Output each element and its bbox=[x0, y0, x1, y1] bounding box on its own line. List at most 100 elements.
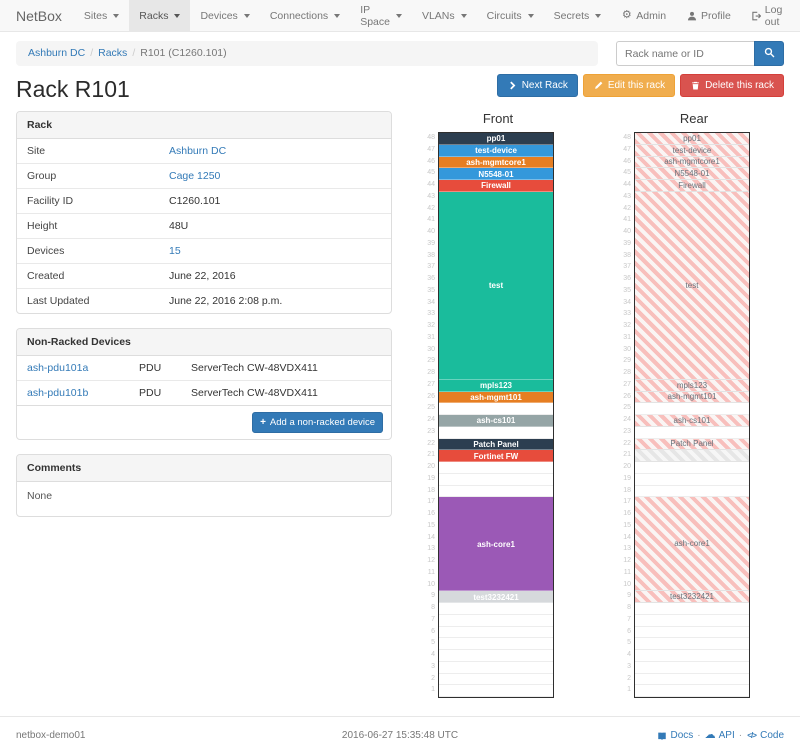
breadcrumb-link[interactable]: Racks bbox=[98, 47, 128, 59]
attr-value: June 22, 2016 bbox=[169, 270, 236, 282]
rack-slot-ash-cs101[interactable]: ash-cs101 bbox=[635, 415, 749, 427]
unit-number: 12 bbox=[427, 557, 435, 564]
rack-slot-Firewall[interactable]: Firewall bbox=[635, 180, 749, 192]
unit-number: 10 bbox=[623, 580, 631, 588]
rack-slot-test3232421[interactable]: test3232421 bbox=[635, 591, 749, 603]
rack-slot-mpls123[interactable]: mpls123 bbox=[635, 379, 749, 392]
device-role-cell: PDU bbox=[139, 362, 162, 374]
rack-slot-ash-core1[interactable]: ash-core1 bbox=[635, 497, 749, 592]
nav-item-admin[interactable]: ⚙ Admin bbox=[611, 0, 676, 31]
attr-row-site: Site Ashburn DC bbox=[17, 139, 391, 163]
rack-unit-gridline bbox=[439, 474, 553, 486]
footer-link-code[interactable]: </> Code bbox=[746, 730, 784, 741]
rack-slot-N5548-01[interactable]: N5548-01 bbox=[439, 168, 553, 180]
unit-number: 33 bbox=[623, 310, 631, 318]
rack-slot-ash-mgmt101[interactable]: ash-mgmt101 bbox=[439, 391, 553, 404]
unit-number: 12 bbox=[623, 557, 631, 564]
next-rack-button[interactable]: Next Rack bbox=[496, 74, 578, 97]
rack-slot-pp01[interactable]: pp01 bbox=[635, 133, 749, 145]
edit-this-rack-button[interactable]: Edit this rack bbox=[582, 74, 676, 97]
device-link[interactable]: ash-pdu101b bbox=[27, 387, 89, 399]
rack-slot-Fortinet FW[interactable]: Fortinet FW bbox=[439, 450, 553, 462]
unit-number: 1 bbox=[431, 686, 435, 694]
rack-slot-ash-mgmt101[interactable]: ash-mgmt101 bbox=[635, 391, 749, 404]
breadcrumb: Ashburn DC / Racks / R101 (C1260.101) bbox=[16, 41, 598, 66]
nav-item-ip-space[interactable]: IP Space bbox=[350, 0, 412, 31]
unit-number: 38 bbox=[427, 251, 435, 259]
unit-number: 41 bbox=[623, 216, 631, 224]
rack-rear: Rear 48 47 46 45 44 43 42 41 40 39 38 37 36 35 34 33 32 3… bbox=[620, 111, 752, 698]
unit-number: 14 bbox=[623, 533, 631, 541]
nav-item-secrets[interactable]: Secrets bbox=[544, 0, 612, 31]
rack-slot-test[interactable]: test bbox=[635, 191, 749, 380]
rack-unit-gridline bbox=[439, 615, 553, 627]
search-button[interactable] bbox=[754, 41, 784, 66]
rack-unit-gridline bbox=[635, 674, 749, 686]
attr-value: Ashburn DC bbox=[159, 139, 236, 163]
rack-slot-mpls123[interactable]: mpls123 bbox=[439, 379, 553, 392]
rack-slot-ash-mgmtcore1[interactable]: ash-mgmtcore1 bbox=[635, 156, 749, 169]
unit-number: 4 bbox=[627, 651, 631, 658]
unit-number: 4 bbox=[431, 651, 435, 658]
device-link[interactable]: ash-pdu101a bbox=[27, 362, 89, 374]
rack-slot-N5548-01[interactable]: N5548-01 bbox=[635, 168, 749, 180]
rack-slot-test-device[interactable]: test-device bbox=[439, 144, 553, 157]
comments-panel: Comments None bbox=[16, 454, 392, 517]
unit-number: 31 bbox=[623, 333, 631, 341]
search-input[interactable] bbox=[616, 41, 754, 66]
app-brand[interactable]: NetBox bbox=[16, 7, 62, 24]
unit-number: 47 bbox=[623, 145, 631, 153]
nav-item-connections[interactable]: Connections bbox=[260, 0, 350, 31]
nav-item-label: Sites bbox=[83, 9, 108, 22]
unit-number: 11 bbox=[623, 568, 631, 576]
attr-value-link[interactable]: 15 bbox=[169, 245, 181, 257]
nav-item-log-out[interactable]: Log out bbox=[741, 0, 794, 31]
nav-item-racks[interactable]: Racks bbox=[129, 0, 191, 31]
breadcrumb-link[interactable]: Ashburn DC bbox=[28, 47, 86, 59]
attr-value-link[interactable]: Ashburn DC bbox=[169, 145, 227, 157]
rack-slot-ash-cs101[interactable]: ash-cs101 bbox=[439, 415, 553, 427]
unit-number: 7 bbox=[431, 615, 435, 623]
unit-number: 3 bbox=[627, 662, 631, 670]
rack-unit-gridline bbox=[439, 403, 553, 415]
rack-unit-gridline bbox=[439, 685, 553, 697]
unit-number: 14 bbox=[427, 533, 435, 541]
delete-this-rack-button[interactable]: Delete this rack bbox=[680, 74, 784, 97]
rack-slot-Firewall[interactable]: Firewall bbox=[439, 180, 553, 192]
add-non-racked-device-button[interactable]: + Add a non-racked device bbox=[252, 412, 383, 433]
footer-link-docs[interactable]: Docs bbox=[656, 730, 693, 741]
rack-slot-pp01[interactable]: pp01 bbox=[439, 133, 553, 145]
breadcrumb-row: Ashburn DC / Racks / R101 (C1260.101) bbox=[16, 41, 784, 66]
non-racked-device-row: ash-pdu101b PDU ServerTech CW-48VDX411 bbox=[17, 380, 391, 405]
attr-value: 15 bbox=[159, 239, 191, 263]
unit-number: 25 bbox=[427, 404, 435, 412]
rack-slot-Patch Panel[interactable]: Patch Panel bbox=[439, 438, 553, 451]
unit-number: 18 bbox=[427, 486, 435, 494]
nav-item-profile[interactable]: Profile bbox=[676, 0, 741, 31]
rack-slot-ash-mgmtcore1[interactable]: ash-mgmtcore1 bbox=[439, 156, 553, 169]
rack-slot-test[interactable]: test bbox=[439, 191, 553, 380]
unit-number: 27 bbox=[623, 380, 631, 388]
rack-slot-blocked bbox=[635, 450, 749, 462]
nav-item-circuits[interactable]: Circuits bbox=[477, 0, 544, 31]
rack-slot-Patch Panel[interactable]: Patch Panel bbox=[635, 438, 749, 451]
nav-item-devices[interactable]: Devices bbox=[190, 0, 259, 31]
attr-value-link[interactable]: Cage 1250 bbox=[169, 170, 221, 182]
rack-slot-ash-core1[interactable]: ash-core1 bbox=[439, 497, 553, 592]
unit-number: 9 bbox=[627, 592, 631, 600]
rack-front: Front 48 47 46 45 44 43 42 41 40 39 38 37 36 35 34 33 32… bbox=[424, 111, 556, 698]
unit-number: 8 bbox=[627, 604, 631, 611]
rack-unit-gridline bbox=[635, 650, 749, 662]
unit-number: 5 bbox=[431, 639, 435, 647]
nav-item-sites[interactable]: Sites bbox=[74, 0, 129, 31]
attr-row-created: Created June 22, 2016 bbox=[17, 263, 391, 288]
rack-slot-test3232421[interactable]: test3232421 bbox=[439, 591, 553, 603]
rack-slot-test-device[interactable]: test-device bbox=[635, 144, 749, 157]
rack-attr-table: Site Ashburn DC Group Cage 1250 Facility ID C… bbox=[17, 139, 391, 313]
unit-number: 25 bbox=[623, 404, 631, 412]
footer-link-api[interactable]: ☁ API bbox=[705, 730, 735, 742]
user-icon bbox=[686, 10, 697, 21]
rack-unit-gridline bbox=[635, 638, 749, 650]
rack-elevations: Front 48 47 46 45 44 43 42 41 40 39 38 37 36 35 34 33 32… bbox=[392, 111, 784, 698]
nav-item-vlans[interactable]: VLANs bbox=[412, 0, 477, 31]
